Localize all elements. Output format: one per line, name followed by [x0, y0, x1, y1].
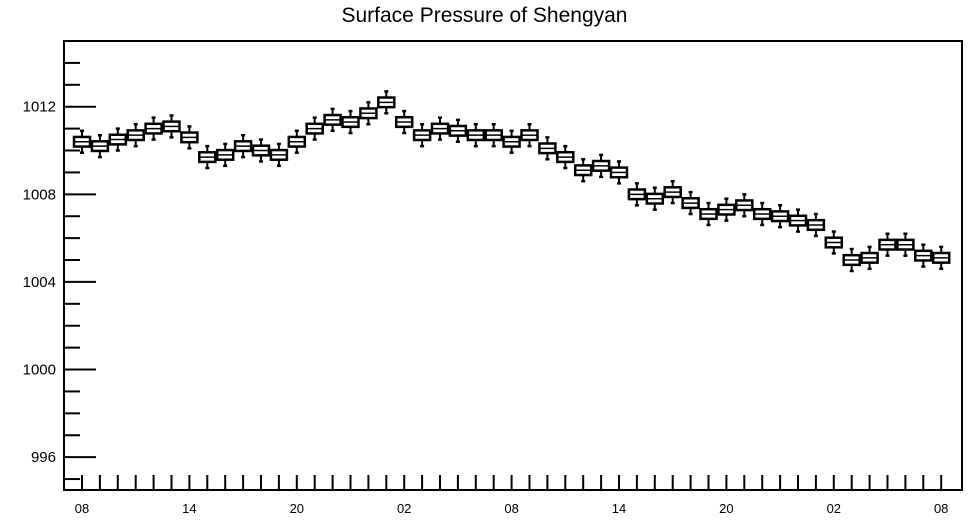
data-box	[180, 125, 199, 150]
x-tick-label: 14	[182, 501, 196, 516]
x-tick-label: 08	[934, 501, 948, 516]
plot-frame	[63, 40, 963, 491]
data-box	[538, 136, 557, 161]
data-box	[609, 160, 629, 185]
y-tick-label: 1012	[23, 99, 56, 116]
x-tick-label: 02	[827, 501, 841, 516]
data-box	[824, 230, 844, 255]
data-box	[305, 116, 324, 141]
data-box	[914, 243, 933, 268]
data-box	[502, 129, 521, 154]
data-box	[573, 158, 593, 183]
data-box	[842, 247, 861, 273]
data-box	[108, 127, 128, 152]
data-box	[520, 122, 539, 148]
y-tick-label: 1008	[23, 186, 56, 203]
data-box	[233, 133, 253, 159]
data-box	[323, 107, 342, 133]
data-box	[412, 122, 432, 148]
x-tick-label: 20	[290, 501, 304, 516]
y-tick-label: 1004	[23, 274, 56, 291]
data-box	[681, 190, 700, 216]
y-tick-label: 996	[31, 449, 56, 466]
data-box	[144, 116, 163, 141]
data-box	[198, 144, 217, 170]
data-box	[663, 179, 682, 205]
data-box	[860, 245, 879, 271]
data-box	[430, 116, 450, 141]
data-box	[896, 232, 915, 257]
data-box	[627, 182, 647, 207]
data-box	[162, 114, 181, 139]
data-box	[251, 138, 271, 163]
data-box	[806, 212, 826, 238]
x-tick-label: 08	[504, 501, 518, 516]
data-box	[591, 153, 611, 179]
data-box	[556, 144, 575, 170]
data-box	[788, 208, 808, 233]
data-box	[394, 109, 414, 135]
data-box	[72, 129, 92, 154]
data-box	[377, 90, 396, 115]
data-box	[735, 193, 754, 218]
data-box	[215, 142, 235, 168]
data-box	[484, 122, 503, 148]
data-box	[466, 122, 486, 148]
data-box	[269, 142, 289, 168]
x-tick-label: 08	[75, 501, 89, 516]
data-box	[359, 101, 378, 126]
x-tick-label: 14	[612, 501, 626, 516]
data-box	[126, 122, 145, 148]
data-box	[931, 245, 951, 271]
data-box	[287, 129, 307, 154]
x-tick-label: 02	[397, 501, 411, 516]
data-box	[645, 186, 665, 211]
data-box	[878, 232, 897, 257]
data-box	[717, 197, 736, 222]
data-box	[90, 133, 110, 159]
data-box	[770, 204, 790, 229]
chart-title: Surface Pressure of Shengyan	[341, 4, 628, 27]
data-box	[699, 201, 718, 227]
data-box	[341, 109, 360, 135]
data-box	[448, 118, 468, 144]
data-box	[752, 201, 772, 227]
x-tick-label: 20	[719, 501, 733, 516]
y-tick-label: 1000	[23, 362, 56, 379]
